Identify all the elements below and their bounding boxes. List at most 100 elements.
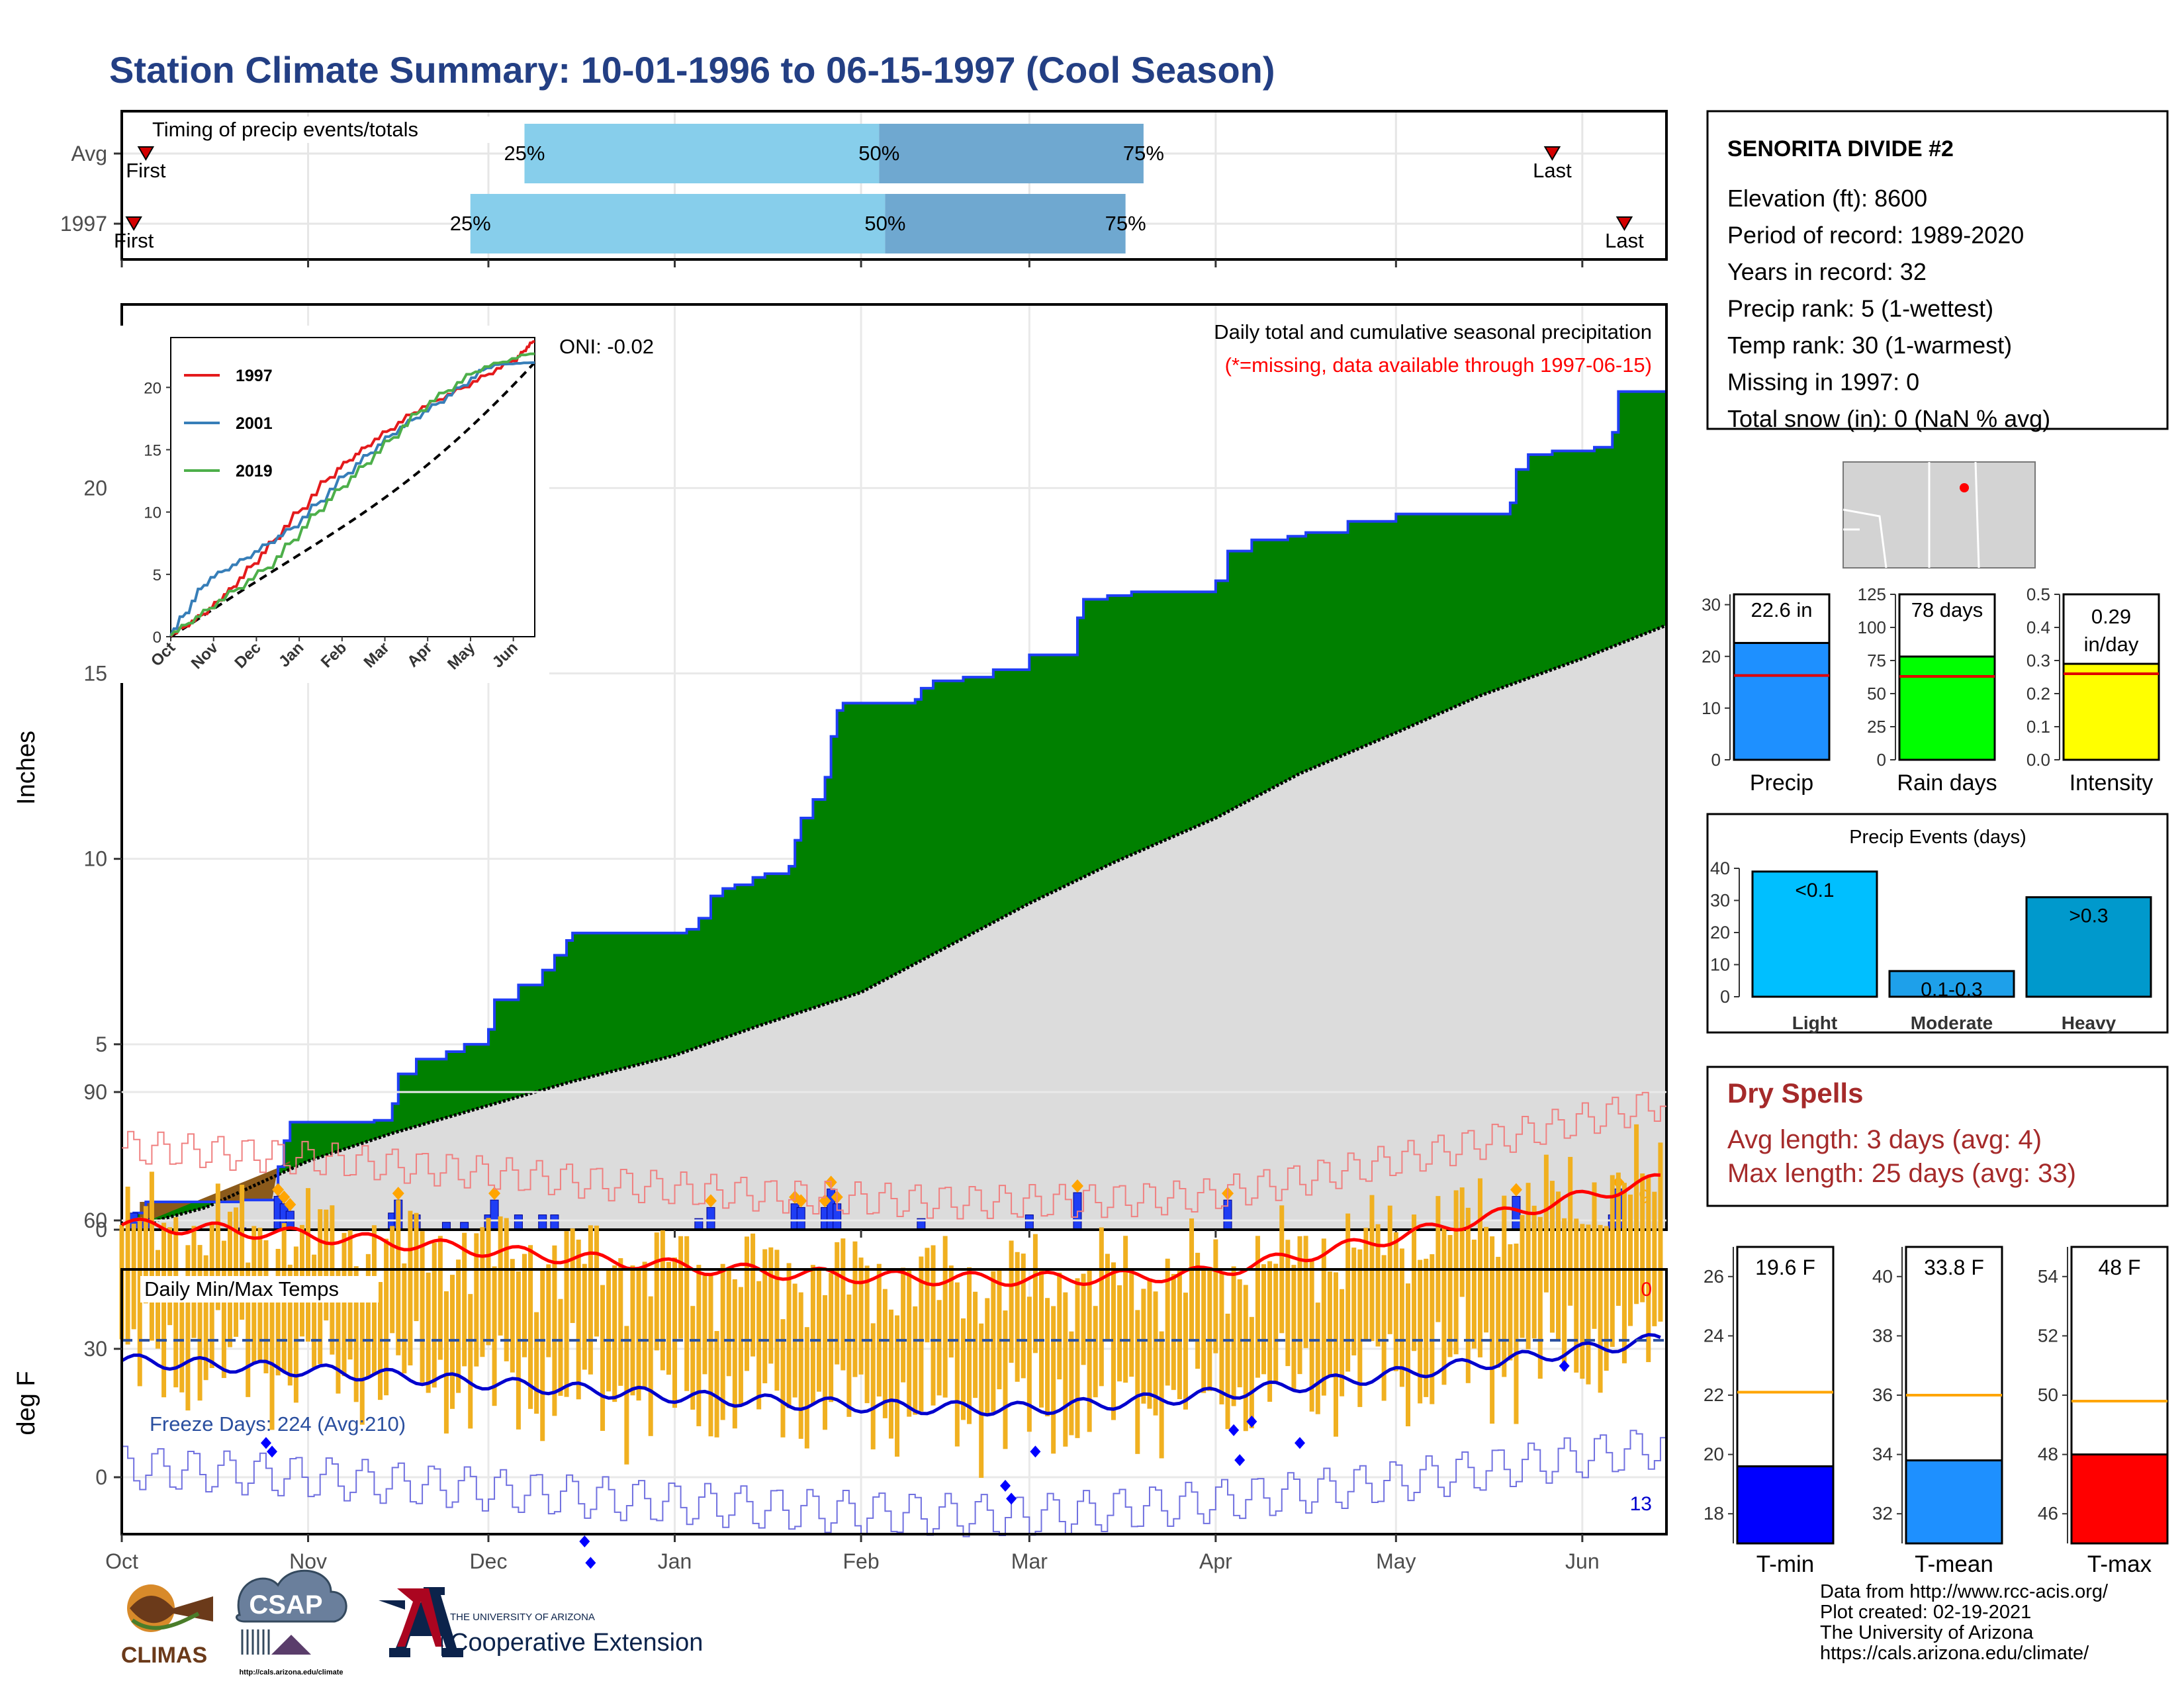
temp-range-bar	[293, 1246, 298, 1403]
temp-range-bar	[810, 1265, 815, 1404]
temp-range-bar	[816, 1269, 821, 1392]
temp-range-bar	[552, 1245, 557, 1416]
last-event-marker	[1543, 146, 1561, 161]
temp-range-bar	[1261, 1264, 1267, 1375]
inset-series-line	[169, 352, 535, 637]
mini-bar-y-tick: 0.5	[2026, 584, 2050, 604]
temp-range-bar	[829, 1273, 834, 1402]
heavy-precip-marker	[392, 1187, 404, 1201]
temp-range-bar	[1045, 1298, 1050, 1416]
temp-range-bar	[359, 1280, 365, 1425]
temp-range-bar	[1327, 1271, 1332, 1377]
mini-bar-y-tick: 125	[1858, 584, 1886, 604]
temp-range-bar	[1063, 1292, 1068, 1447]
temp-range-bar	[486, 1218, 491, 1346]
temp-range-bar	[510, 1259, 515, 1373]
temp-range-bar	[1321, 1238, 1326, 1396]
temp-range-bar	[402, 1263, 407, 1374]
csap-logo-text: CSAP	[249, 1590, 322, 1620]
temp-range-bar	[474, 1233, 479, 1367]
temp-bar-y-tick: 40	[1872, 1266, 1893, 1287]
temp-range-bar	[732, 1279, 737, 1429]
temp-bar-y-tick: 54	[2038, 1266, 2058, 1287]
temp-panel-label: Daily Min/Max Temps	[144, 1277, 339, 1301]
inset-y-tick: 0	[153, 629, 161, 647]
temp-range-bar	[1141, 1289, 1146, 1404]
temp-range-bar	[588, 1225, 593, 1375]
temp-range-bar	[954, 1282, 960, 1447]
temp-bar-label: T-mean	[1915, 1551, 1993, 1577]
temp-range-bar	[1309, 1260, 1314, 1412]
temp-range-bar	[522, 1254, 527, 1357]
temp-range-bar	[1531, 1205, 1537, 1339]
temp-range-bar	[1195, 1252, 1201, 1369]
record-high-count: 0	[1641, 1279, 1652, 1301]
temp-range-bar	[456, 1259, 461, 1393]
climas-swoosh-icon	[131, 1612, 200, 1630]
temp-range-bar	[414, 1212, 419, 1322]
x-tick-label: Feb	[842, 1549, 879, 1573]
precip-caption: Daily total and cumulative seasonal prec…	[1214, 320, 1652, 343]
temp-y-axis-label: deg F	[13, 1371, 40, 1435]
x-tick-label: Nov	[289, 1549, 327, 1573]
temp-range-bar	[762, 1249, 768, 1384]
temp-range-bar	[1484, 1226, 1489, 1333]
mini-bar	[1733, 641, 1831, 761]
mini-bar-label: Precip	[1750, 770, 1813, 796]
precip-event-category: Light	[1792, 1013, 1837, 1033]
daily-precip-bar	[706, 1207, 715, 1230]
temp-range-bar	[1543, 1154, 1549, 1293]
precip-y-tick-label: 5	[95, 1032, 107, 1056]
inset-average-line	[169, 361, 536, 638]
timing-row-label: 1997	[60, 212, 107, 236]
temp-range-bar	[600, 1285, 606, 1431]
temp-range-bar	[1183, 1293, 1188, 1410]
temp-range-bar	[991, 1271, 996, 1412]
dry-spells-avg: Avg length: 3 days (avg: 4)	[1727, 1125, 2042, 1154]
temp-range-bar	[306, 1188, 311, 1342]
temp-range-bar	[1069, 1331, 1074, 1436]
temp-range-bar	[888, 1309, 893, 1439]
dry-spells-title: Dry Spells	[1727, 1077, 1863, 1109]
temp-range-bar	[1153, 1291, 1158, 1416]
temp-range-bar	[895, 1315, 900, 1457]
temp-range-bar	[1081, 1273, 1086, 1365]
ua-block-a-inner-icon	[397, 1588, 443, 1647]
temp-range-bar	[462, 1232, 467, 1367]
temp-summary-bar	[2070, 1453, 2169, 1545]
missing-data-note: (*=missing, data available through 1997-…	[1225, 353, 1652, 377]
temp-range-bar	[234, 1207, 239, 1337]
temp-range-bar	[1658, 1142, 1663, 1322]
temp-range-bar	[1315, 1303, 1320, 1414]
x-tick-label: Mar	[1011, 1549, 1048, 1573]
precip-event-bar	[1751, 870, 1878, 998]
temp-range-bar	[570, 1228, 575, 1323]
freeze-days-label: Freeze Days: 224 (Avg:210)	[150, 1412, 406, 1436]
temp-range-bar	[1219, 1271, 1224, 1404]
cumulative-average-area	[122, 625, 1666, 1230]
temp-range-bar	[1129, 1273, 1134, 1377]
record-low-marker	[1559, 1359, 1570, 1372]
temp-range-bar	[1334, 1272, 1339, 1437]
temp-range-bar	[1477, 1178, 1482, 1357]
record-low-marker	[1234, 1454, 1246, 1467]
temp-range-bar	[1418, 1259, 1423, 1404]
precip-y-tick-label: 10	[83, 847, 107, 871]
temp-range-bar	[756, 1281, 762, 1410]
daily-precip-bar	[538, 1214, 547, 1230]
temp-bar-y-tick: 32	[1872, 1503, 1893, 1524]
temp-range-bar	[1099, 1227, 1104, 1387]
temp-range-bar	[967, 1267, 972, 1424]
timing-panel-label: Timing of precip events/totals	[152, 118, 418, 141]
record-low-marker	[1295, 1437, 1306, 1449]
temp-range-bar	[468, 1294, 473, 1429]
temp-range-bar	[426, 1272, 431, 1393]
temp-range-bar	[852, 1241, 858, 1377]
temp-range-bar	[197, 1245, 203, 1401]
station-info-line: Elevation (ft): 8600	[1727, 185, 1927, 212]
temp-range-bar	[1399, 1248, 1404, 1387]
mini-bar-y-tick: 0.0	[2026, 750, 2050, 770]
temp-range-bar	[408, 1211, 413, 1366]
temp-range-bar	[558, 1299, 563, 1396]
